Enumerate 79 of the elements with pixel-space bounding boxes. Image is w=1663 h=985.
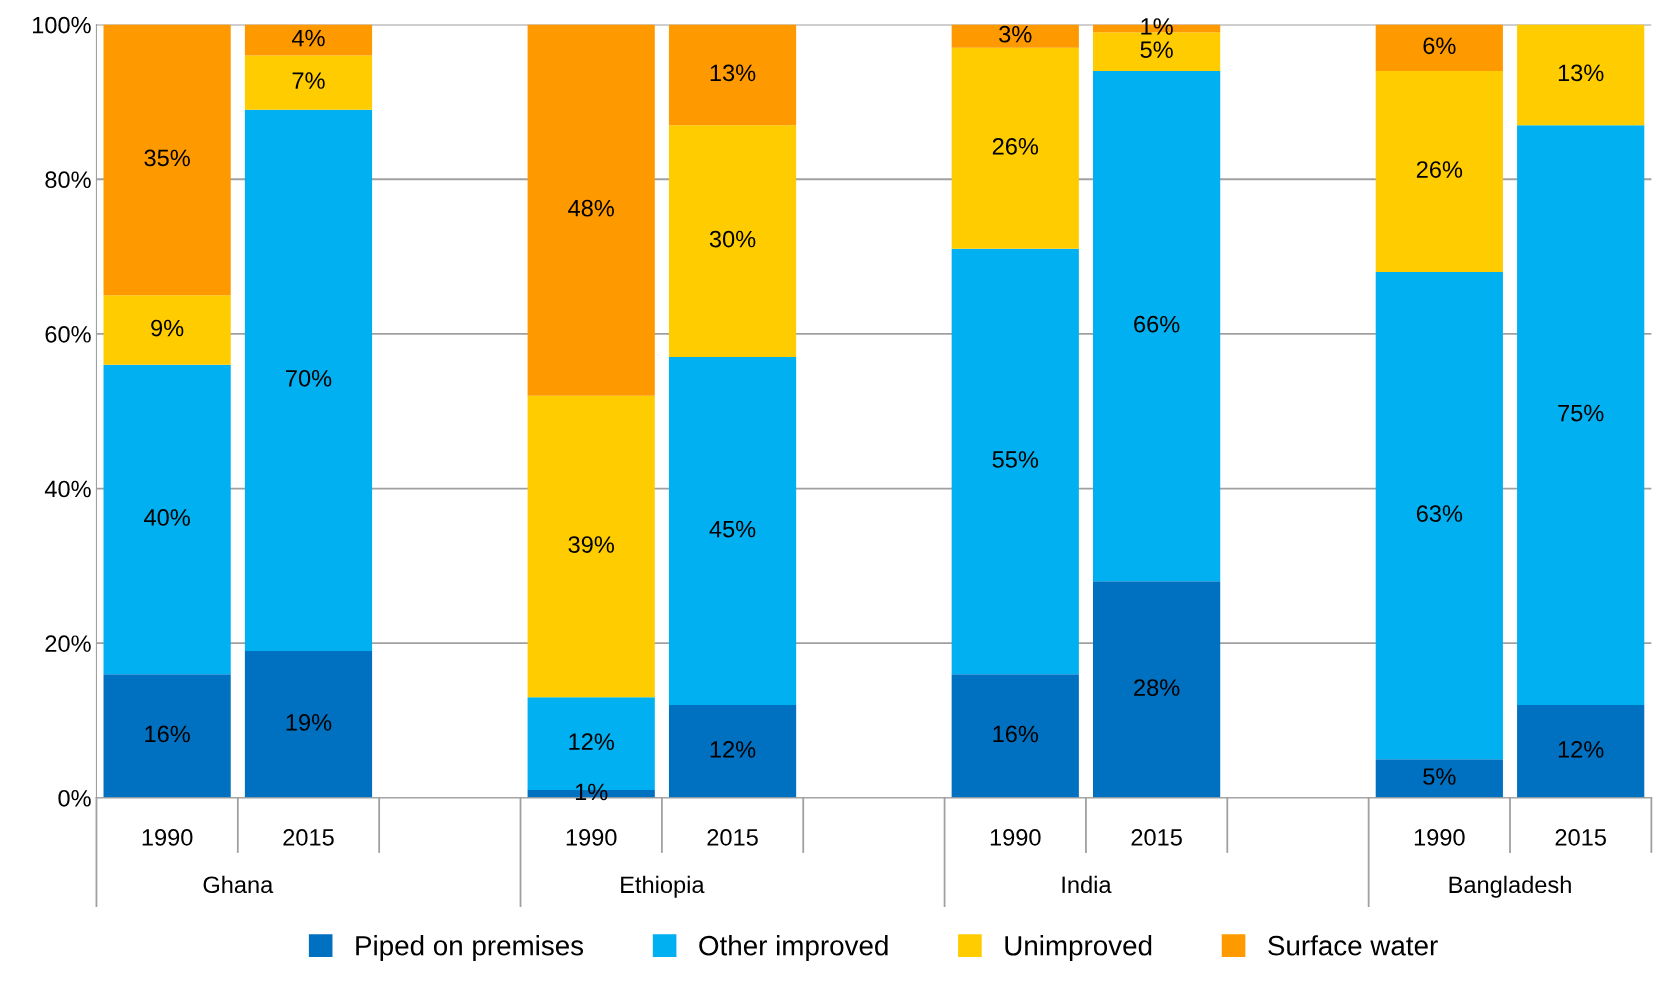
x-tick-label: 2015 [1131, 829, 1182, 846]
data-label: 66% [1134, 315, 1180, 333]
data-label: 45% [709, 520, 756, 538]
bar [103, 364, 231, 675]
data-label: 39% [568, 536, 614, 553]
y-tick-label: 0% [58, 789, 91, 807]
data-label: 1% [575, 783, 608, 801]
data-label: 16% [993, 725, 1039, 743]
bar [668, 125, 797, 358]
text: Bangladesh [1449, 875, 1571, 898]
legend-label: Surface water [1268, 935, 1438, 956]
bar [1093, 581, 1221, 798]
bar [1375, 71, 1503, 273]
text: Ghana [203, 875, 274, 894]
bar [668, 357, 797, 706]
data-label: 40% [144, 509, 190, 526]
y-tick-label: 100% [33, 16, 91, 34]
data-label: 75% [1558, 404, 1604, 422]
bar [951, 248, 1079, 675]
bar [527, 24, 655, 396]
data-label: 30% [709, 230, 756, 248]
data-label: 26% [992, 137, 1039, 155]
y-tick-label: 80% [45, 171, 91, 189]
data-label: 28% [1134, 679, 1180, 696]
y-tick-label: 40% [44, 480, 91, 498]
text: Ethiopia [621, 875, 705, 898]
legend-label: Unimproved [1005, 935, 1152, 962]
x-tick-label: 2015 [707, 829, 758, 846]
x-tick-label: 1990 [1414, 829, 1465, 846]
x-tick-label: 1990 [142, 829, 193, 846]
data-label: 19% [286, 714, 332, 731]
y-tick-label: 60% [45, 325, 91, 343]
data-label: 26% [1416, 161, 1463, 178]
data-label: 7% [292, 72, 325, 89]
y-tick-label: 20% [45, 635, 91, 652]
bar [527, 395, 655, 698]
bar [1093, 71, 1221, 582]
bar [951, 47, 1079, 249]
bar [244, 109, 373, 651]
data-label: 4% [291, 29, 325, 47]
legend-label: Other improved [699, 935, 888, 962]
data-label: 55% [992, 451, 1039, 468]
bar [1517, 705, 1645, 798]
data-label: 13% [710, 64, 756, 82]
text: India [1062, 875, 1112, 894]
data-label: 13% [1558, 64, 1604, 82]
bar [103, 295, 231, 365]
bar [1375, 272, 1503, 760]
x-tick-label: 1990 [990, 829, 1041, 846]
data-label: 9% [151, 319, 184, 337]
bar [244, 55, 373, 110]
bar [244, 650, 373, 798]
data-label: 12% [1558, 741, 1604, 758]
data-label: 5% [1423, 768, 1456, 785]
data-label: 5% [1140, 41, 1173, 59]
bar [244, 24, 373, 56]
bar [1517, 24, 1645, 126]
data-label: 35% [144, 149, 190, 167]
bar [103, 674, 231, 798]
data-label: 3% [999, 25, 1032, 43]
bar [1375, 759, 1503, 798]
data-label: 12% [569, 733, 614, 750]
data-label: 63% [1416, 505, 1463, 522]
bar [668, 24, 797, 126]
x-tick-label: 2015 [283, 829, 334, 846]
data-label: 16% [145, 725, 190, 743]
bar [103, 24, 231, 296]
bar [668, 705, 797, 798]
legend-label: Piped on premises [356, 935, 584, 962]
x-tick-label: 1990 [566, 829, 617, 846]
data-label: 48% [568, 199, 614, 217]
data-label: 12% [710, 741, 756, 758]
bar [951, 674, 1079, 798]
x-tick-label: 2015 [1555, 829, 1606, 846]
data-label: 6% [1423, 37, 1456, 55]
data-label: 70% [286, 369, 332, 387]
bar [951, 24, 1079, 48]
bar [1517, 125, 1645, 706]
bar [1375, 24, 1503, 72]
